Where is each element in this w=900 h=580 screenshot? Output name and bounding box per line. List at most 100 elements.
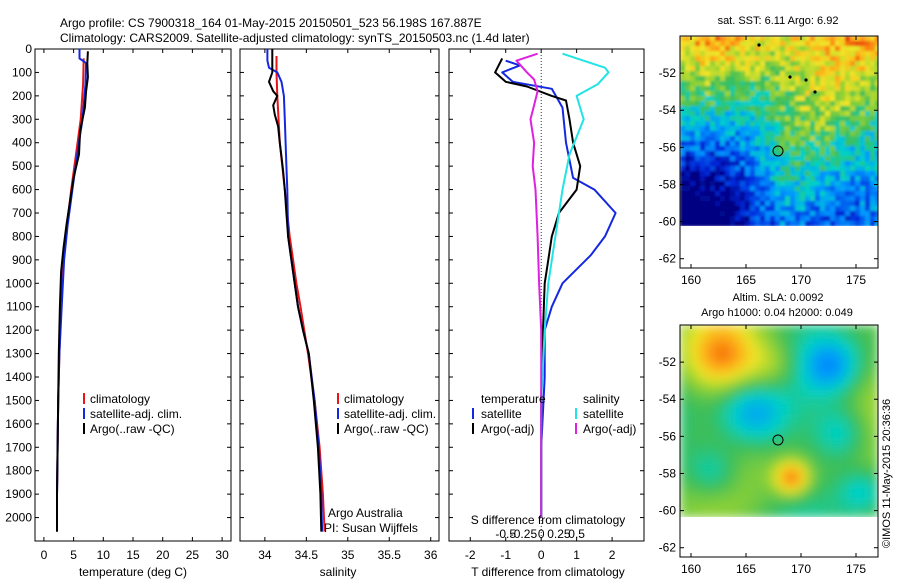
- sla-cell: [710, 391, 717, 398]
- sla-cell: [806, 487, 813, 494]
- depth-tick-label: 1300: [5, 347, 32, 361]
- sst-cell: [755, 106, 761, 112]
- sst-cell: [825, 211, 831, 217]
- sla-cell: [698, 397, 705, 404]
- sla-cell: [734, 451, 741, 458]
- sla-cell: [758, 433, 765, 440]
- sla-cell: [680, 445, 687, 452]
- sst-cell: [815, 101, 821, 107]
- sla-cell: [716, 361, 723, 368]
- sst-cell: [780, 221, 786, 226]
- sst-cell: [715, 76, 721, 82]
- sst-cell: [795, 151, 801, 157]
- sst-cell: [755, 46, 761, 52]
- sla-cell: [872, 469, 878, 476]
- sst-cell: [755, 51, 761, 57]
- sst-cell: [790, 191, 796, 197]
- sla-cell: [728, 469, 735, 476]
- sst-cell: [785, 111, 791, 117]
- sst-cell: [715, 136, 721, 142]
- sst-cell: [845, 86, 851, 92]
- sla-cell: [788, 355, 795, 362]
- sla-cell: [836, 415, 843, 422]
- sst-cell: [840, 41, 846, 47]
- sla-cell: [716, 391, 723, 398]
- sst-cell: [725, 121, 731, 127]
- sst-cell: [785, 106, 791, 112]
- sst-cell: [785, 136, 791, 142]
- sla-cell: [734, 373, 741, 380]
- sst-cell: [755, 221, 761, 226]
- sla-cell: [692, 379, 699, 386]
- sst-cell: [865, 156, 871, 162]
- sst-cell: [705, 66, 711, 72]
- sla-cell: [758, 499, 765, 506]
- sst-cell: [815, 136, 821, 142]
- sst-cell: [770, 211, 776, 217]
- sst-cell: [855, 131, 861, 137]
- sla-cell: [698, 331, 705, 338]
- sla-cell: [836, 439, 843, 446]
- sst-cell: [695, 211, 701, 217]
- sla-cell: [710, 433, 717, 440]
- sla-cell: [854, 379, 861, 386]
- sla-cell: [686, 499, 693, 506]
- sla-cell: [680, 397, 687, 404]
- sla-cell: [716, 457, 723, 464]
- sla-cell: [740, 355, 747, 362]
- sla-cell: [794, 481, 801, 488]
- sla-no-data-area: [680, 517, 878, 557]
- sst-cell: [830, 171, 836, 177]
- sst-cell: [805, 106, 811, 112]
- sst-cell: [765, 186, 771, 192]
- sla-cell: [836, 421, 843, 428]
- sla-cell: [710, 451, 717, 458]
- sst-cell: [795, 71, 801, 77]
- sla-cell: [710, 367, 717, 374]
- sla-cell: [692, 415, 699, 422]
- sst-cell: [835, 126, 841, 132]
- sst-cell: [695, 56, 701, 62]
- sla-cell: [794, 367, 801, 374]
- sst-cell: [875, 166, 878, 172]
- sla-cell: [830, 343, 837, 350]
- map-y-tick-label: -60: [659, 504, 677, 518]
- sst-cell: [700, 86, 706, 92]
- sla-cell: [752, 361, 759, 368]
- sst-cell: [795, 171, 801, 177]
- sst-cell: [705, 76, 711, 82]
- sla-cell: [848, 481, 855, 488]
- sla-cell: [722, 499, 729, 506]
- sst-cell: [720, 36, 726, 42]
- sla-cell: [758, 493, 765, 500]
- x-tick-label: -2: [465, 548, 476, 562]
- sla-cell: [794, 427, 801, 434]
- sla-cell: [866, 331, 873, 338]
- sst-cell: [820, 176, 826, 182]
- sla-cell: [746, 499, 753, 506]
- sst-cell: [695, 36, 701, 42]
- sla-cell: [680, 391, 687, 398]
- sst-cell: [800, 71, 806, 77]
- sst-cell: [775, 61, 781, 67]
- land-speck: [788, 75, 792, 79]
- sla-cell: [788, 439, 795, 446]
- sst-cell: [855, 206, 861, 212]
- sla-cell: [806, 361, 813, 368]
- sst-cell: [875, 71, 878, 77]
- sla-cell: [788, 493, 795, 500]
- sla-cell: [782, 337, 789, 344]
- sst-cell: [720, 46, 726, 52]
- sst-cell: [700, 46, 706, 52]
- sst-cell: [815, 201, 821, 207]
- sla-cell: [818, 439, 825, 446]
- sla-cell: [818, 469, 825, 476]
- sla-cell: [818, 475, 825, 482]
- series-argo-raw-qc: [268, 49, 323, 532]
- sla-cell: [686, 331, 693, 338]
- sst-cell: [790, 101, 796, 107]
- sst-cell: [760, 171, 766, 177]
- sla-cell: [734, 499, 741, 506]
- sla-cell: [842, 403, 849, 410]
- sst-cell: [805, 196, 811, 202]
